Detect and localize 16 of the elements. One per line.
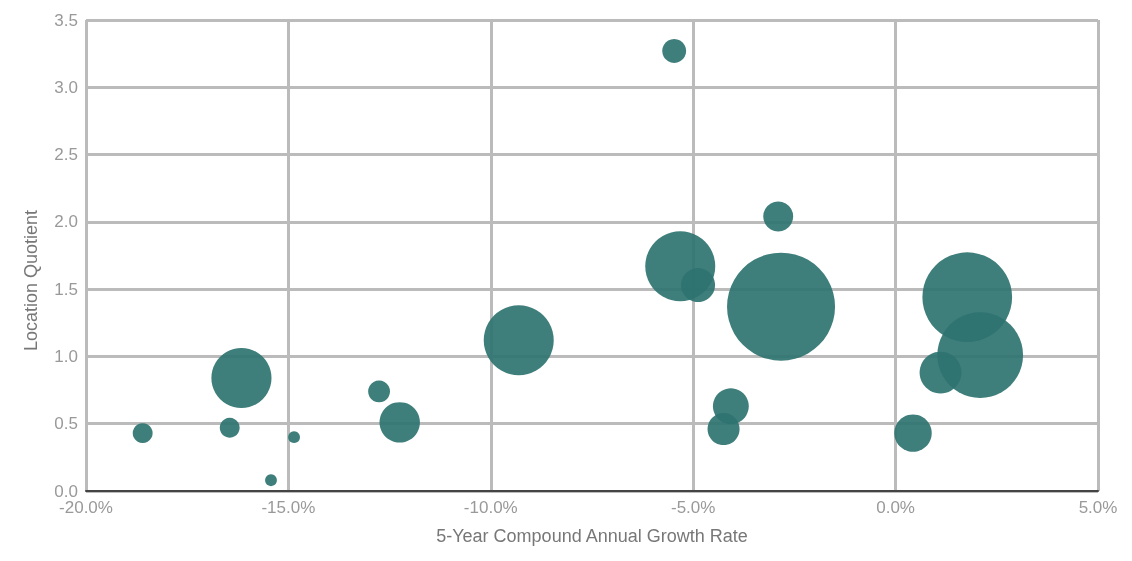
y-tick-label: 3.0 xyxy=(54,77,78,97)
x-tick-label: -15.0% xyxy=(261,498,316,517)
x-axis-title: 5-Year Compound Annual Growth Rate xyxy=(436,526,748,546)
y-tick-label: 0.5 xyxy=(54,414,78,434)
x-tick-label: 5.0% xyxy=(1078,498,1118,517)
y-tick-label: 2.5 xyxy=(54,145,78,165)
y-tick-label: 2.0 xyxy=(54,212,78,232)
y-tick-label: 1.0 xyxy=(54,346,78,366)
y-axis-title: Location Quotient xyxy=(21,209,41,352)
y-tick-label: 3.5 xyxy=(54,10,78,30)
y-tick-label: 1.5 xyxy=(54,279,78,299)
y-tick-label: 0.0 xyxy=(54,481,78,501)
x-tick-label: 0.0% xyxy=(876,498,915,517)
x-tick-label: -5.0% xyxy=(670,498,716,517)
x-tick-label: -20.0% xyxy=(59,498,113,517)
x-tick-label: -10.0% xyxy=(463,498,518,517)
